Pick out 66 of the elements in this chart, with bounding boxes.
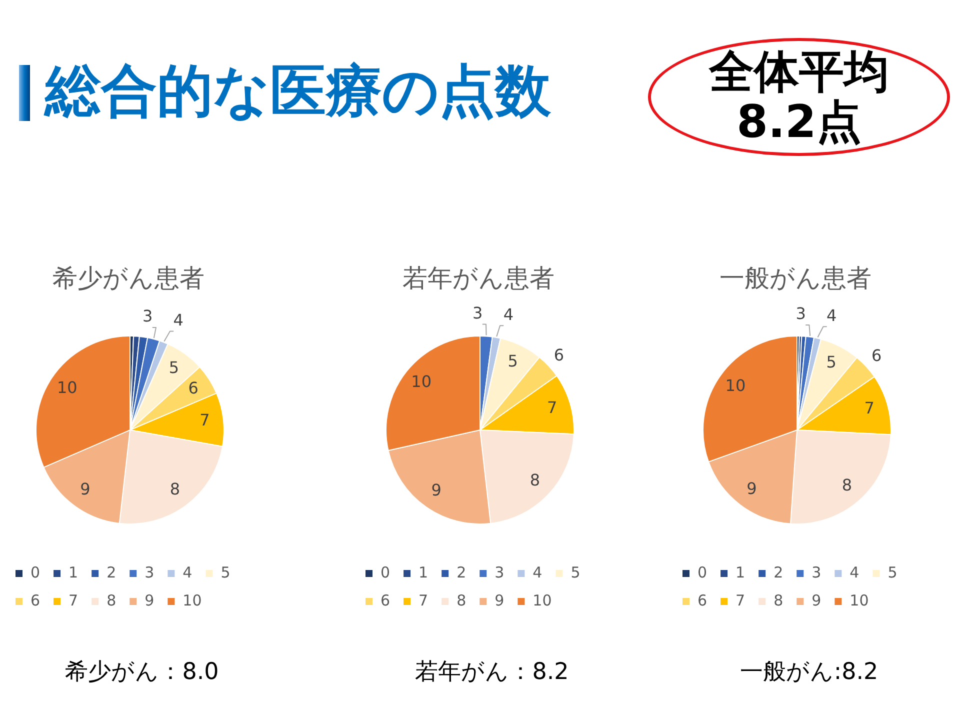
slice-label: 7	[547, 398, 558, 417]
legend-label: 7	[68, 591, 78, 610]
slice-label: 5	[508, 352, 518, 371]
legend-label: 7	[418, 591, 428, 610]
text: 一般がん:8.2	[740, 658, 878, 687]
slice-label: 6	[872, 346, 882, 366]
slice-label: 8	[170, 479, 180, 498]
slice-label: 5	[826, 352, 836, 372]
slice-label: 3	[472, 303, 483, 322]
legend-label: 1	[736, 563, 746, 582]
legend-label: 9	[494, 591, 504, 610]
slice-label: 8	[530, 470, 540, 490]
legend-label: 3	[494, 563, 504, 582]
slice-label: 7	[200, 410, 210, 430]
legend-label: 2	[456, 563, 466, 582]
legend-label: 10	[532, 591, 552, 610]
legend-label: 1	[418, 563, 428, 582]
legend-label: 1	[68, 563, 78, 582]
legend-label: 10	[182, 591, 202, 610]
legend-label: 2	[106, 563, 116, 582]
legend-label: 6	[698, 591, 708, 610]
legend-label: 7	[736, 591, 746, 610]
legend-label: 10	[850, 591, 869, 610]
legend-label: 8	[456, 591, 466, 610]
legend-label: 4	[850, 563, 860, 582]
legend-label: 6	[380, 591, 390, 610]
text: 総合的な医療の点数	[45, 59, 551, 124]
slice-label: 3	[142, 306, 153, 326]
legend-label: 9	[144, 591, 154, 610]
legend-label: 5	[570, 563, 580, 582]
slice-label: 4	[173, 310, 184, 330]
legend-label: 3	[812, 563, 822, 582]
legend-label: 5	[220, 563, 230, 582]
slice-label: 9	[431, 480, 442, 500]
legend-label: 0	[698, 563, 708, 582]
text: 希少がん：8.0	[65, 658, 219, 687]
legend-label: 2	[774, 563, 784, 582]
slice-label: 4	[503, 304, 514, 324]
slice-label: 8	[842, 475, 852, 494]
slice-label: 7	[864, 398, 874, 418]
text: 8.2点	[736, 95, 862, 148]
text: 若年がん：8.2	[415, 658, 569, 687]
text: 全体平均	[709, 45, 889, 98]
legend-label: 4	[182, 563, 192, 582]
slice-label: 3	[796, 304, 806, 324]
chart-title: 若年がん患者	[402, 264, 554, 292]
legend-label: 3	[144, 563, 154, 582]
slice-label: 6	[554, 345, 564, 364]
legend-label: 0	[30, 563, 40, 582]
chart-title: 一般がん患者	[720, 264, 872, 292]
legend-label: 8	[106, 591, 116, 610]
slice-label: 9	[80, 480, 90, 499]
legend-label: 8	[774, 591, 784, 610]
slice-label: 10	[56, 378, 78, 397]
slice-label: 10	[411, 372, 432, 392]
legend-label: 9	[812, 591, 822, 610]
legend-label: 5	[888, 563, 898, 582]
slice-label: 4	[826, 306, 837, 325]
legend-label: 0	[380, 563, 390, 582]
slice-label: 5	[168, 358, 180, 378]
slice-label: 6	[188, 378, 198, 398]
slice-label: 9	[746, 479, 757, 498]
legend-label: 4	[532, 563, 542, 582]
chart-title: 希少がん患者	[52, 264, 204, 292]
legend-label: 6	[30, 591, 40, 610]
slice-label: 10	[725, 376, 746, 395]
